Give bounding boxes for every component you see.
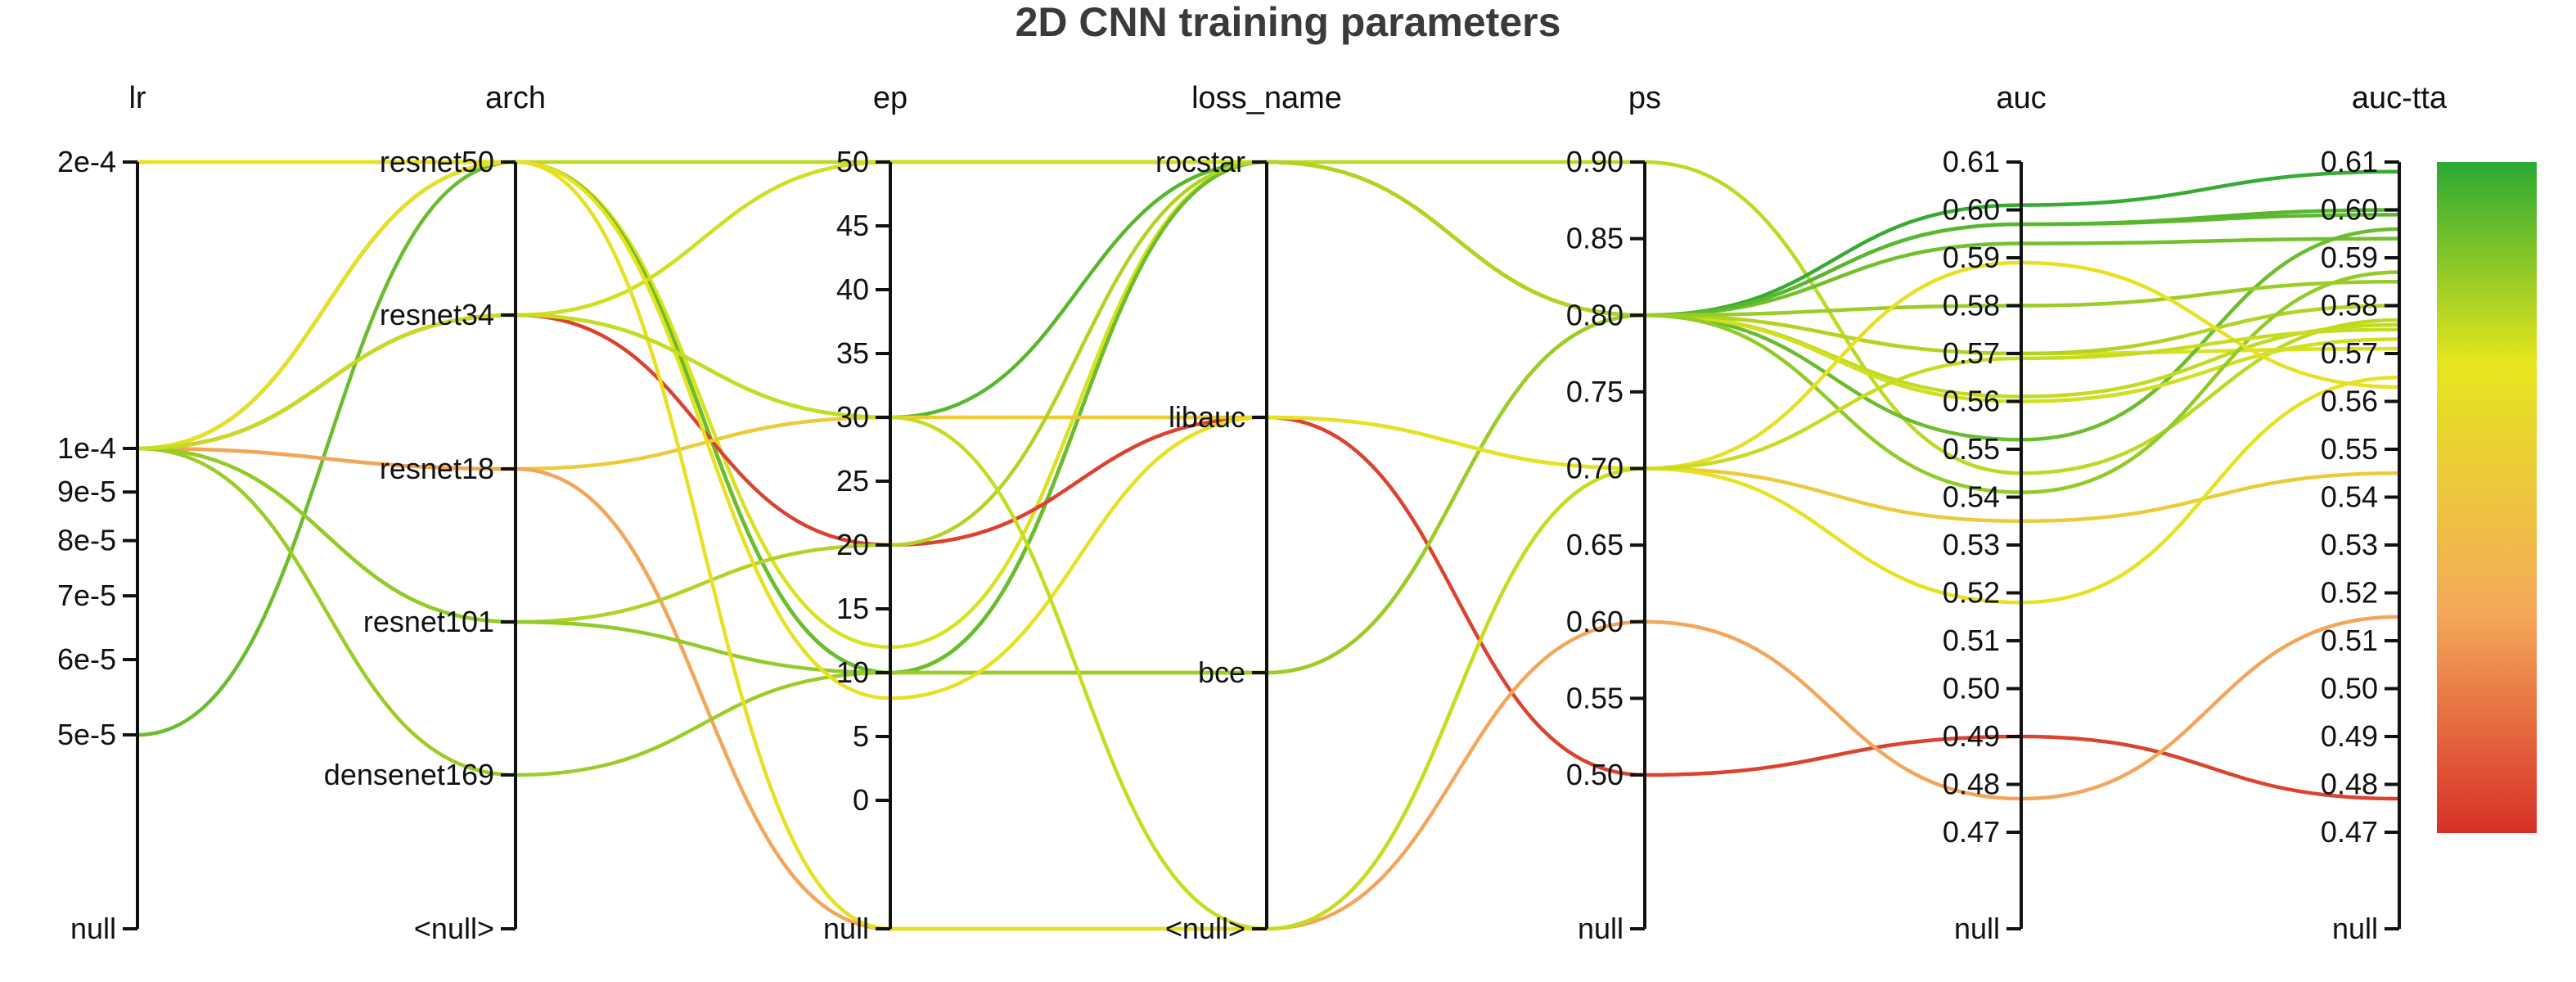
tick-label: 0.61 bbox=[1943, 145, 2000, 178]
tick-label: 7e-5 bbox=[57, 579, 116, 612]
tick-label: 15 bbox=[836, 592, 869, 625]
tick-label: 0.51 bbox=[2321, 624, 2378, 657]
tick-label: 0.58 bbox=[1943, 289, 2000, 322]
axis-label: ep bbox=[873, 81, 907, 115]
tick-label: 0.57 bbox=[2321, 336, 2378, 370]
colorbar bbox=[2437, 162, 2537, 833]
tick-label: 0.57 bbox=[1943, 336, 2000, 370]
tick-label: 40 bbox=[836, 273, 869, 306]
tick-label: 0.56 bbox=[1943, 385, 2000, 418]
tick-label: 10 bbox=[836, 655, 869, 689]
tick-label: 0.52 bbox=[2321, 576, 2378, 610]
run-line-5 bbox=[137, 160, 2400, 737]
tick-label: 0.59 bbox=[2321, 241, 2378, 274]
tick-label: 0.50 bbox=[1943, 672, 2000, 705]
tick-label: 25 bbox=[836, 464, 869, 498]
tick-label: 20 bbox=[836, 528, 869, 561]
axis-label: loss_name bbox=[1191, 81, 1342, 115]
tick-label: 5 bbox=[853, 719, 869, 753]
tick-label: 0.54 bbox=[2321, 480, 2378, 514]
null-tick-label: null bbox=[823, 912, 869, 945]
tick-label: 0.80 bbox=[1566, 298, 1624, 331]
axis-auc: auc 0.61 0.60 0.59 0.58 0.57 0.56 0.55 0.54 0.53 0… bbox=[1943, 81, 2047, 945]
axis-label: lr bbox=[128, 81, 146, 115]
tick-label: 0.85 bbox=[1566, 222, 1624, 255]
tick-label: 0.60 bbox=[1943, 193, 2000, 227]
null-tick-label: null bbox=[70, 912, 116, 945]
tick-label: 0.47 bbox=[1943, 815, 2000, 849]
tick-label: 0.55 bbox=[2321, 432, 2378, 466]
tick-label: 35 bbox=[836, 336, 869, 370]
tick-label: 0.65 bbox=[1566, 528, 1624, 561]
axis-label: auc bbox=[1996, 81, 2046, 115]
axis-lr: lr 2e-4 1e-4 9e-5 8e-5 7e-5 6e-5 5e-5 null bbox=[57, 81, 146, 945]
tick-label: 9e-5 bbox=[57, 475, 116, 508]
tick-label: 0.90 bbox=[1566, 145, 1624, 178]
tick-label: bce bbox=[1198, 655, 1245, 689]
tick-label: 0.47 bbox=[2321, 815, 2378, 849]
tick-label: 0.75 bbox=[1566, 375, 1624, 408]
tick-label: resnet50 bbox=[380, 145, 494, 178]
tick-label: 0.48 bbox=[1943, 768, 2000, 801]
tick-label: 1e-4 bbox=[57, 431, 116, 465]
null-tick-label: <null> bbox=[1165, 912, 1245, 945]
tick-label: 0.49 bbox=[1943, 719, 2000, 753]
tick-label: 0.55 bbox=[1943, 432, 2000, 466]
tick-label: resnet18 bbox=[380, 452, 494, 485]
null-tick-label: null bbox=[2332, 912, 2378, 945]
tick-label: 0.50 bbox=[2321, 672, 2378, 705]
tick-label: 0.61 bbox=[2321, 145, 2378, 178]
tick-label: resnet34 bbox=[380, 298, 494, 331]
chart-title: 2D CNN training parameters bbox=[1016, 0, 1561, 45]
tick-label: resnet101 bbox=[363, 605, 494, 638]
axis-auc-tta: auc-tta 0.61 0.60 0.59 0.58 0.57 0.56 0.55 0.54 0… bbox=[2321, 81, 2448, 945]
tick-label: 0.48 bbox=[2321, 768, 2378, 801]
tick-label: 5e-5 bbox=[57, 718, 116, 751]
tick-label: 8e-5 bbox=[57, 524, 116, 557]
axes: lr 2e-4 1e-4 9e-5 8e-5 7e-5 6e-5 5e-5 null arch re… bbox=[57, 81, 2448, 945]
tick-label: libauc bbox=[1169, 400, 1245, 434]
tick-label: 50 bbox=[836, 145, 869, 178]
axis-label: auc-tta bbox=[2352, 81, 2448, 115]
tick-label: 0.70 bbox=[1566, 452, 1624, 485]
tick-label: 30 bbox=[836, 400, 869, 434]
null-tick-label: null bbox=[1578, 912, 1624, 945]
tick-label: 0.53 bbox=[1943, 528, 2000, 561]
axis-ps: ps0.90 0.85 0.80 0.75 0.70 0.65 0.60 0.55 0.50 nu… bbox=[1566, 81, 1661, 945]
tick-label: 0.59 bbox=[1943, 241, 2000, 274]
tick-label: 0 bbox=[853, 783, 869, 817]
tick-label: 0.55 bbox=[1566, 681, 1624, 714]
axis-label: arch bbox=[485, 81, 546, 115]
tick-label: 0.52 bbox=[1943, 576, 2000, 610]
tick-label: 0.51 bbox=[1943, 624, 2000, 657]
tick-label: 0.54 bbox=[1943, 480, 2000, 514]
tick-label: 2e-4 bbox=[57, 145, 116, 178]
tick-label: 0.49 bbox=[2321, 719, 2378, 753]
axis-label: ps bbox=[1628, 81, 1661, 115]
tick-label: densenet169 bbox=[324, 758, 494, 791]
tick-label: 0.50 bbox=[1566, 758, 1624, 791]
tick-label: 0.60 bbox=[2321, 193, 2378, 227]
null-tick-label: null bbox=[1954, 912, 2000, 945]
run-line-0 bbox=[137, 160, 2400, 475]
run-line-15 bbox=[137, 160, 2400, 700]
tick-label: 6e-5 bbox=[57, 642, 116, 676]
tick-label: 45 bbox=[836, 209, 869, 242]
tick-label: 0.53 bbox=[2321, 528, 2378, 561]
tick-label: 0.56 bbox=[2321, 385, 2378, 418]
null-tick-label: <null> bbox=[414, 912, 494, 945]
tick-label: 0.58 bbox=[2321, 289, 2378, 322]
axis-arch: arch resnet50 resnet34 resnet18 resnet101 den… bbox=[324, 81, 546, 945]
tick-label: 0.60 bbox=[1566, 605, 1624, 638]
tick-label: rocstar bbox=[1155, 145, 1245, 178]
